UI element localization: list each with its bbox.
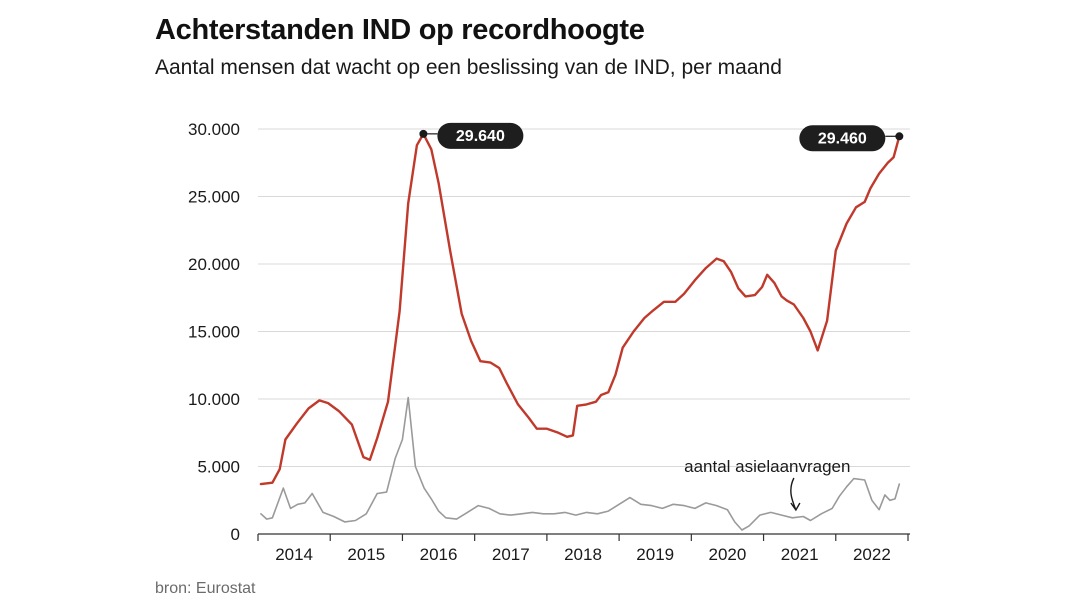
asylum-line bbox=[260, 396, 901, 531]
series-lines bbox=[259, 132, 901, 531]
chart-subtitle: Aantal mensen dat wacht op een beslissin… bbox=[155, 56, 782, 79]
y-tick-label: 25.000 bbox=[188, 188, 240, 207]
source-note: bron: Eurostat bbox=[155, 580, 256, 597]
x-tick-label: 2022 bbox=[853, 545, 891, 564]
callout-badge bbox=[799, 125, 886, 152]
y-tick-label: 20.000 bbox=[188, 255, 240, 274]
x-tick-label: 2016 bbox=[420, 545, 458, 564]
x-tick-label: 2020 bbox=[709, 545, 747, 564]
y-tick-label: 30.000 bbox=[188, 120, 240, 139]
y-tick-label: 5.000 bbox=[197, 458, 240, 477]
asylum-annotation-arrow bbox=[790, 477, 801, 512]
callout-point bbox=[419, 129, 428, 138]
x-tick-label: 2017 bbox=[492, 545, 530, 564]
y-axis-ticks: 0 5.000 10.000 15.000 20.000 25.000 30.000 bbox=[188, 120, 240, 544]
x-tick-label: 2014 bbox=[275, 545, 313, 564]
callout-point bbox=[895, 132, 904, 141]
x-tick-label: 2021 bbox=[781, 545, 819, 564]
callouts: 29.640 29.460 bbox=[419, 122, 904, 152]
y-tick-label: 15.000 bbox=[188, 323, 240, 342]
callout-badge bbox=[437, 122, 524, 149]
callout-value: 29.640 bbox=[456, 128, 505, 145]
asylum-annotation-label: aantal asielaanvragen bbox=[684, 457, 850, 476]
y-tick-label: 0 bbox=[231, 525, 240, 544]
annotations: aantal asielaanvragen bbox=[684, 457, 850, 512]
backlog-line bbox=[259, 132, 901, 486]
chart-title: Achterstanden IND op recordhoogte bbox=[155, 14, 645, 46]
callout-value: 29.460 bbox=[818, 130, 867, 147]
x-tick-label: 2015 bbox=[347, 545, 385, 564]
x-axis: 2014 2015 2016 2017 2018 2019 2020 2021 2022 bbox=[257, 533, 910, 564]
x-tick-label: 2019 bbox=[636, 545, 674, 564]
gridlines bbox=[258, 128, 910, 467]
x-tick-label: 2018 bbox=[564, 545, 602, 564]
y-tick-label: 10.000 bbox=[188, 390, 240, 409]
